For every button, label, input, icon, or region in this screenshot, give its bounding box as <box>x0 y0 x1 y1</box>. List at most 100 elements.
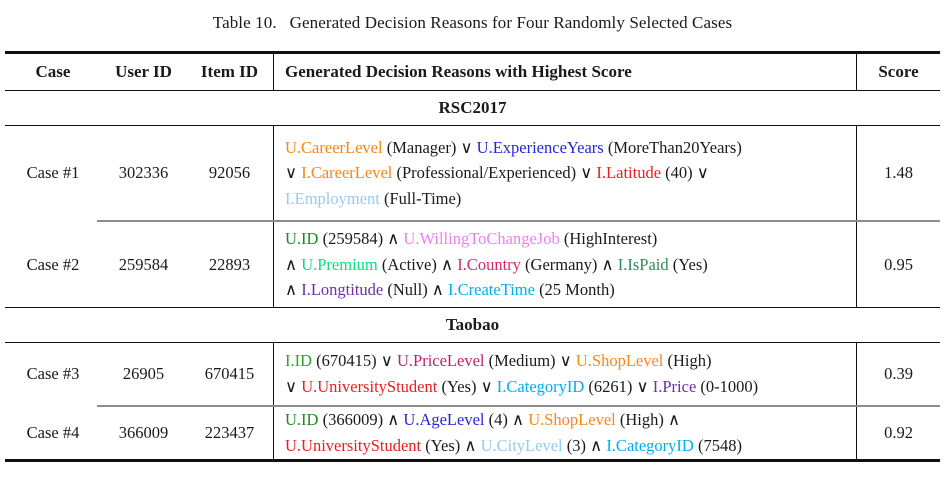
reason-operator-text: (3) ∧ <box>562 436 607 455</box>
reason-operator-text: (HighInterest) <box>559 229 658 249</box>
feature-term: U.PriceLevel <box>396 351 485 371</box>
reason-operator-text: (Manager) ∨ <box>382 137 477 157</box>
section-rule <box>5 125 940 126</box>
item-id-value: 22893 <box>208 254 251 274</box>
decision-reasons-text: I.ID (670415) ∨ U.PriceLevel (Medium) ∨ … <box>285 348 758 399</box>
reason-operator-text: (High) <box>663 351 712 371</box>
feature-term: I.ID <box>285 351 313 371</box>
feature-term: I.Longtitude <box>301 280 384 300</box>
reason-operator-text: (Full-Time) <box>379 188 462 208</box>
reason-operator-text: (4) ∧ <box>484 410 529 430</box>
reason-operator-text: (Professional/Experienced) ∨ <box>392 163 597 183</box>
reason-operator-text: (40) ∨ <box>661 163 709 183</box>
user-id-value: 366009 <box>118 423 169 442</box>
feature-term: U.WillingToChangeJob <box>403 229 560 249</box>
header-case: Case <box>35 62 71 81</box>
user-id-value: 302336 <box>118 163 169 182</box>
section-rule <box>5 342 940 343</box>
reason-operator-text: (25 Month) <box>534 280 615 300</box>
decision-reasons-cell: I.ID (670415) ∨ U.PriceLevel (Medium) ∨ … <box>273 343 857 405</box>
user-id-value: 259584 <box>118 254 169 274</box>
feature-term: I.Country <box>457 254 521 274</box>
score-value: 0.39 <box>884 364 913 383</box>
decision-reasons-cell: U.ID (259584) ∧ U.WillingToChangeJob (Hi… <box>273 222 857 307</box>
reason-operator-text: (0-1000) <box>696 377 759 396</box>
feature-term: I.CareerLevel <box>301 163 393 183</box>
feature-term: U.ShopLevel <box>528 410 616 430</box>
reason-operator-text: ∨ <box>285 163 302 183</box>
bottom-rule <box>5 459 940 462</box>
case-label: Case #2 <box>26 254 80 274</box>
feature-term: I.CategoryID <box>606 436 694 455</box>
reason-operator-text: ∧ <box>285 280 302 300</box>
case-label: Case #1 <box>26 163 80 182</box>
reason-operator-text: (366009) ∧ <box>318 410 404 430</box>
feature-term: U.CareerLevel <box>285 137 383 157</box>
feature-term: U.UniversityStudent <box>285 436 422 455</box>
decision-reasons-text: U.CareerLevel (Manager) ∨ U.ExperienceYe… <box>285 135 742 212</box>
decision-reasons-text: U.ID (366009) ∧ U.AgeLevel (4) ∧ U.ShopL… <box>285 407 742 458</box>
header-reasons: Generated Decision Reasons with Highest … <box>273 54 857 90</box>
reason-operator-text: (Medium) ∨ <box>484 351 576 371</box>
table-row-case2: Case #2 259584 22893 U.ID (259584) ∧ U.W… <box>5 222 940 307</box>
decision-reasons-cell: U.CareerLevel (Manager) ∨ U.ExperienceYe… <box>273 126 857 220</box>
case-label: Case #4 <box>26 423 80 442</box>
feature-term: U.UniversityStudent <box>301 377 438 396</box>
reason-operator-text: ∨ <box>285 377 302 396</box>
reason-operator-text: (Yes) <box>668 254 708 274</box>
score-value: 0.92 <box>884 423 913 442</box>
feature-term: I.Latitude <box>596 163 662 183</box>
feature-term: U.CityLevel <box>480 436 563 455</box>
reason-operator-text: (7548) <box>693 436 742 455</box>
item-id-value: 92056 <box>208 163 251 182</box>
table-row-case4: Case #4 366009 223437 U.ID (366009) ∧ U.… <box>5 407 940 459</box>
feature-term: I.Price <box>652 377 697 396</box>
score-value: 1.48 <box>884 163 913 182</box>
reason-operator-text: (670415) ∨ <box>312 351 397 371</box>
reason-operator-text: (High) ∧ <box>615 410 681 430</box>
feature-term: U.AgeLevel <box>403 410 485 430</box>
case-label: Case #3 <box>26 364 80 383</box>
header-item-id: Item ID <box>200 62 259 81</box>
feature-term: I.CategoryID <box>496 377 585 396</box>
decision-reasons-cell: U.ID (366009) ∧ U.AgeLevel (4) ∧ U.ShopL… <box>273 407 857 459</box>
feature-term: U.Premium <box>301 254 378 274</box>
reason-operator-text: (259584) ∧ <box>318 229 404 249</box>
section-title: Taobao <box>445 315 500 334</box>
reason-operator-text: (Active) ∧ <box>377 254 458 274</box>
reason-operator-text: (Germany) ∧ <box>520 254 618 274</box>
feature-term: U.ID <box>285 410 319 430</box>
feature-term: I.CreateTime <box>448 280 535 300</box>
decision-reasons-text: U.ID (259584) ∧ U.WillingToChangeJob (Hi… <box>285 226 708 303</box>
feature-term: U.ID <box>285 229 319 249</box>
reason-operator-text: (Yes) ∨ <box>437 377 497 396</box>
header-rule <box>5 90 940 91</box>
reason-operator-text: (Null) ∧ <box>383 280 449 300</box>
reason-operator-text: (6261) ∨ <box>584 377 653 396</box>
feature-term: I.IsPaid <box>617 254 669 274</box>
table-header-row: Case User ID Item ID Generated Decision … <box>5 54 940 90</box>
reason-operator-text: (Yes) ∧ <box>421 436 481 455</box>
table-caption: Table 10. Generated Decision Reasons for… <box>212 13 733 32</box>
feature-term: U.ExperienceYears <box>476 137 604 157</box>
section-row-taobao: Taobao <box>5 308 940 342</box>
top-rule <box>5 51 940 54</box>
decision-reasons-table: Case User ID Item ID Generated Decision … <box>5 51 940 462</box>
row-divider-rule <box>97 220 940 222</box>
reason-operator-text: (MoreThan20Years) <box>603 137 742 157</box>
score-value: 0.95 <box>884 254 913 274</box>
item-id-value: 670415 <box>204 364 255 383</box>
header-user-id: User ID <box>115 62 172 81</box>
feature-term: U.ShopLevel <box>575 351 664 371</box>
section-title: RSC2017 <box>438 98 507 117</box>
user-id-value: 26905 <box>122 364 165 383</box>
table-row-case1: Case #1 302336 92056 U.CareerLevel (Mana… <box>5 126 940 220</box>
section-rule <box>5 307 940 308</box>
reason-operator-text: ∧ <box>285 254 302 274</box>
header-score: Score <box>878 62 919 81</box>
feature-term: I.Employment <box>285 188 380 208</box>
section-row-rsc2017: RSC2017 <box>5 91 940 125</box>
row-divider-rule <box>97 405 940 407</box>
item-id-value: 223437 <box>204 423 255 442</box>
